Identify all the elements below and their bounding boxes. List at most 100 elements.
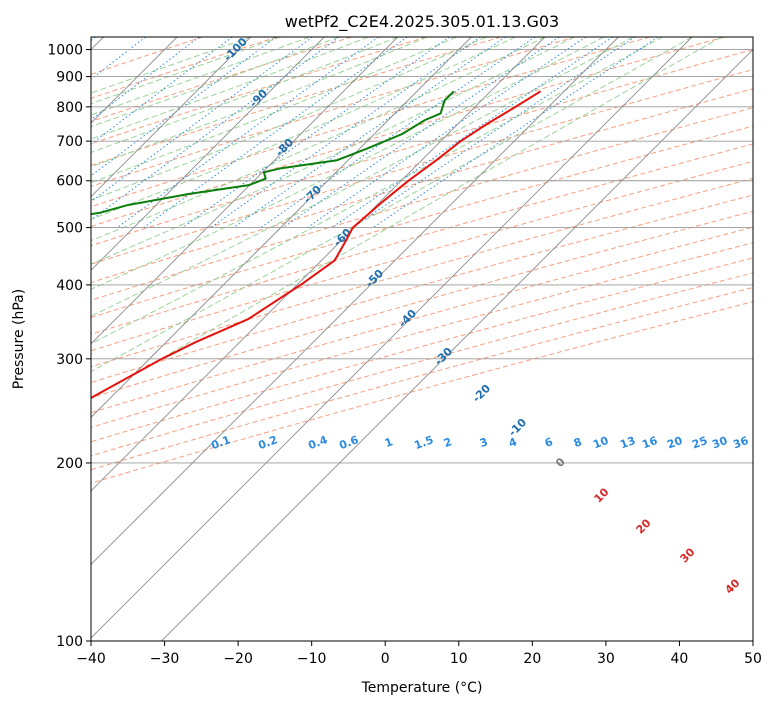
mixing-ratio-label: 8 [572, 435, 584, 450]
mixing-ratio-label: 0.1 [209, 433, 232, 452]
temperature-profile-line [91, 90, 542, 399]
moist-adiabat-line [91, 37, 487, 201]
dry-adiabat-line [91, 37, 576, 187]
dry-adiabat-line [91, 160, 753, 352]
y-tick-label: 400 [56, 278, 83, 294]
dry-adiabat-line [91, 37, 725, 228]
isotherm-line [91, 37, 546, 492]
dry-adiabats [91, 37, 753, 484]
moist-adiabat-line [91, 37, 281, 105]
mixing-ratio-label: 13 [618, 434, 637, 451]
plot-frame [90, 36, 754, 642]
y-tick-label: 800 [56, 100, 83, 116]
mixing-ratio-label: 16 [640, 434, 659, 452]
dry-adiabat-line [91, 301, 753, 484]
mixing-ratio-line [210, 37, 481, 229]
moist-adiabat-line [91, 37, 251, 94]
x-tick-label: −10 [297, 651, 327, 667]
mixing-ratio-label: 1 [383, 435, 395, 450]
moist-adiabat-line [91, 37, 398, 153]
dry-adiabat-line [91, 37, 650, 208]
x-tick-label: 0 [381, 651, 390, 667]
moist-adiabat-line [91, 37, 575, 265]
moist-adiabat-label: 0 [553, 455, 568, 470]
mixing-ratio-lines [91, 37, 659, 229]
x-tick-label: 50 [744, 651, 762, 667]
isotherm-line [161, 48, 753, 641]
mixing-ratio-label: 3 [478, 435, 490, 450]
dry-adiabat-line [91, 88, 753, 284]
dry-adiabat-line [91, 194, 753, 383]
y-tick-label: 500 [56, 221, 83, 237]
mixing-ratio-label: 0.6 [337, 433, 360, 452]
mixing-ratio-line [116, 37, 379, 229]
plot-area: -100-90-80-70-60-50-40-30-20-100.1 0.2 0.4… [91, 37, 753, 641]
mixing-ratio-label: 36 [731, 434, 750, 452]
mixing-ratio-label: 10 [591, 434, 610, 452]
dry-adiabat-line [91, 143, 753, 335]
x-tick-label: 20 [523, 651, 541, 667]
y-axis-label: Pressure (hPa) [11, 289, 27, 389]
dry-adiabat-line [91, 272, 753, 457]
x-tick-label: −20 [223, 651, 253, 667]
isotherm-line [91, 37, 399, 345]
isotherm-line [91, 37, 472, 418]
dry-adiabat-line [91, 286, 753, 471]
x-tick-label: 30 [597, 651, 615, 667]
dry-adiabat-line [91, 226, 753, 414]
y-tick-label: 200 [56, 456, 83, 472]
isotherm-line [91, 37, 619, 566]
dry-adiabat-line [91, 257, 753, 443]
dry-adiabat-line [91, 177, 753, 368]
moist-adiabat-line [91, 37, 310, 116]
dry-adiabat-label: -10 [506, 416, 529, 439]
dry-adiabat-label: -20 [470, 382, 493, 405]
dry-adiabat-label: -50 [363, 267, 386, 290]
mixing-ratio-line [91, 37, 200, 121]
moist-adiabat-label: 30 [678, 545, 698, 565]
x-tick-label: −30 [150, 651, 180, 667]
mixing-ratio-line [91, 37, 146, 80]
mixing-ratio-label: 6 [543, 435, 555, 450]
mixing-ratio-label: 0.2 [256, 433, 279, 452]
mixing-ratio-line [182, 37, 450, 229]
y-tick-label: 100 [56, 634, 83, 650]
mixing-ratio-line [352, 37, 636, 229]
dry-adiabat-line [91, 125, 753, 318]
y-tick-label: 600 [56, 174, 83, 190]
y-tick-label: 900 [56, 70, 83, 86]
moist-adiabat-line [91, 37, 428, 168]
chart-title: wetPf2_C2E4.2025.305.01.13.G03 [285, 12, 559, 32]
x-tick-label: −40 [76, 651, 106, 667]
mixing-ratio-label: 4 [507, 435, 519, 450]
x-axis-label: Temperature (°C) [361, 680, 483, 696]
x-tick-label: 40 [671, 651, 689, 667]
x-axis-ticks: −40 −30 −20 −10 0 10 20 30 40 50 [76, 641, 762, 667]
y-tick-label: 700 [56, 134, 83, 150]
mixing-ratio-label: 0.4 [306, 433, 329, 452]
mixing-ratio-line [331, 37, 613, 229]
y-axis-ticks: 100 200 300 400 500 600 700 800 900 1000 [47, 43, 91, 650]
isotherm-line [91, 37, 325, 271]
mixing-ratio-line [91, 37, 96, 42]
dry-adiabat-label: -40 [396, 307, 419, 330]
isotherm-line [91, 37, 693, 639]
dry-adiabat-line [91, 37, 427, 145]
dry-adiabat-line [91, 210, 753, 399]
dry-adiabat-label: -80 [273, 136, 296, 159]
moist-adiabat-line [91, 37, 604, 290]
moist-adiabat-line [91, 37, 340, 128]
mixing-ratio-line [260, 37, 536, 229]
isotherms [91, 37, 753, 641]
moist-adiabat-line [91, 37, 369, 140]
dry-adiabat-line [91, 107, 753, 301]
moist-adiabat-label: 40 [723, 576, 743, 596]
mixing-ratio-label: 2 [442, 435, 454, 450]
x-tick-label: 10 [450, 651, 468, 667]
moist-adiabat-label: 10 [592, 485, 612, 505]
dry-adiabat-line [91, 48, 753, 247]
y-tick-label: 300 [56, 352, 83, 368]
mixing-ratio-label: 20 [665, 434, 684, 452]
isotherm-line [91, 37, 251, 198]
